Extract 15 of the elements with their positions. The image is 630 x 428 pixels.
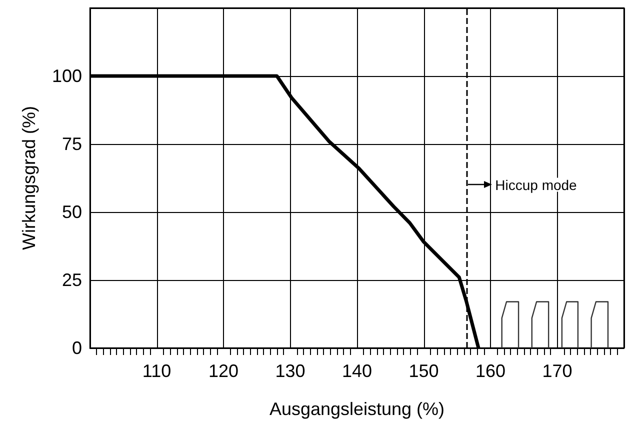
y-tick-label: 75 (62, 134, 82, 154)
y-tick-label: 0 (72, 338, 82, 358)
x-tick-label: 130 (275, 361, 306, 381)
x-axis-title: Ausgangsleistung (%) (269, 399, 445, 419)
x-tick-label: 170 (542, 361, 572, 381)
annotation: Hiccup mode (495, 176, 578, 193)
x-tick-label: 140 (342, 361, 372, 381)
x-tick-label: 110 (142, 361, 172, 381)
x-tick-label: 160 (475, 361, 506, 381)
y-axis-title: Wirkungsgrad (%) (19, 106, 39, 250)
x-tick-label: 120 (208, 361, 239, 381)
y-tick-label: 25 (62, 270, 82, 290)
y-tick-label: 100 (52, 66, 82, 86)
x-tick-label: 150 (408, 361, 439, 381)
y-tick-label: 50 (62, 202, 82, 222)
